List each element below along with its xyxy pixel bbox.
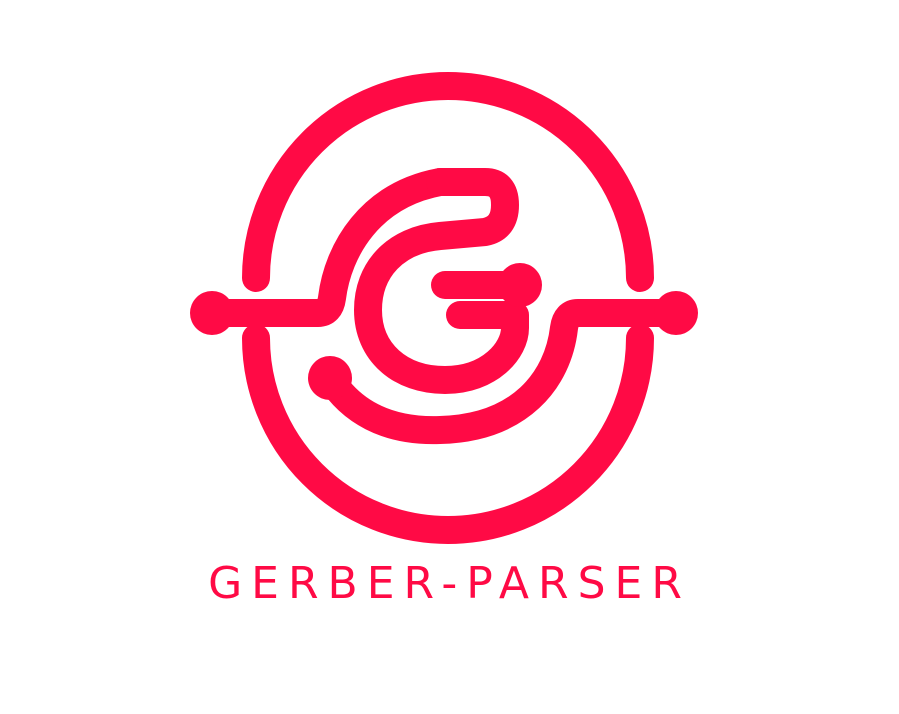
left-node <box>190 291 234 335</box>
wordmark-text: GERBER-PARSER <box>208 558 691 609</box>
right-node <box>654 291 698 335</box>
outer-ring-upper <box>242 72 654 292</box>
right-lead-trace <box>316 299 690 445</box>
outer-ring-lower <box>242 324 654 544</box>
lower-node <box>308 356 352 400</box>
circuit-g-icon <box>190 72 698 544</box>
g-hook-node <box>498 263 542 307</box>
g-letter-trace <box>354 168 529 394</box>
left-lead-trace <box>198 168 454 327</box>
